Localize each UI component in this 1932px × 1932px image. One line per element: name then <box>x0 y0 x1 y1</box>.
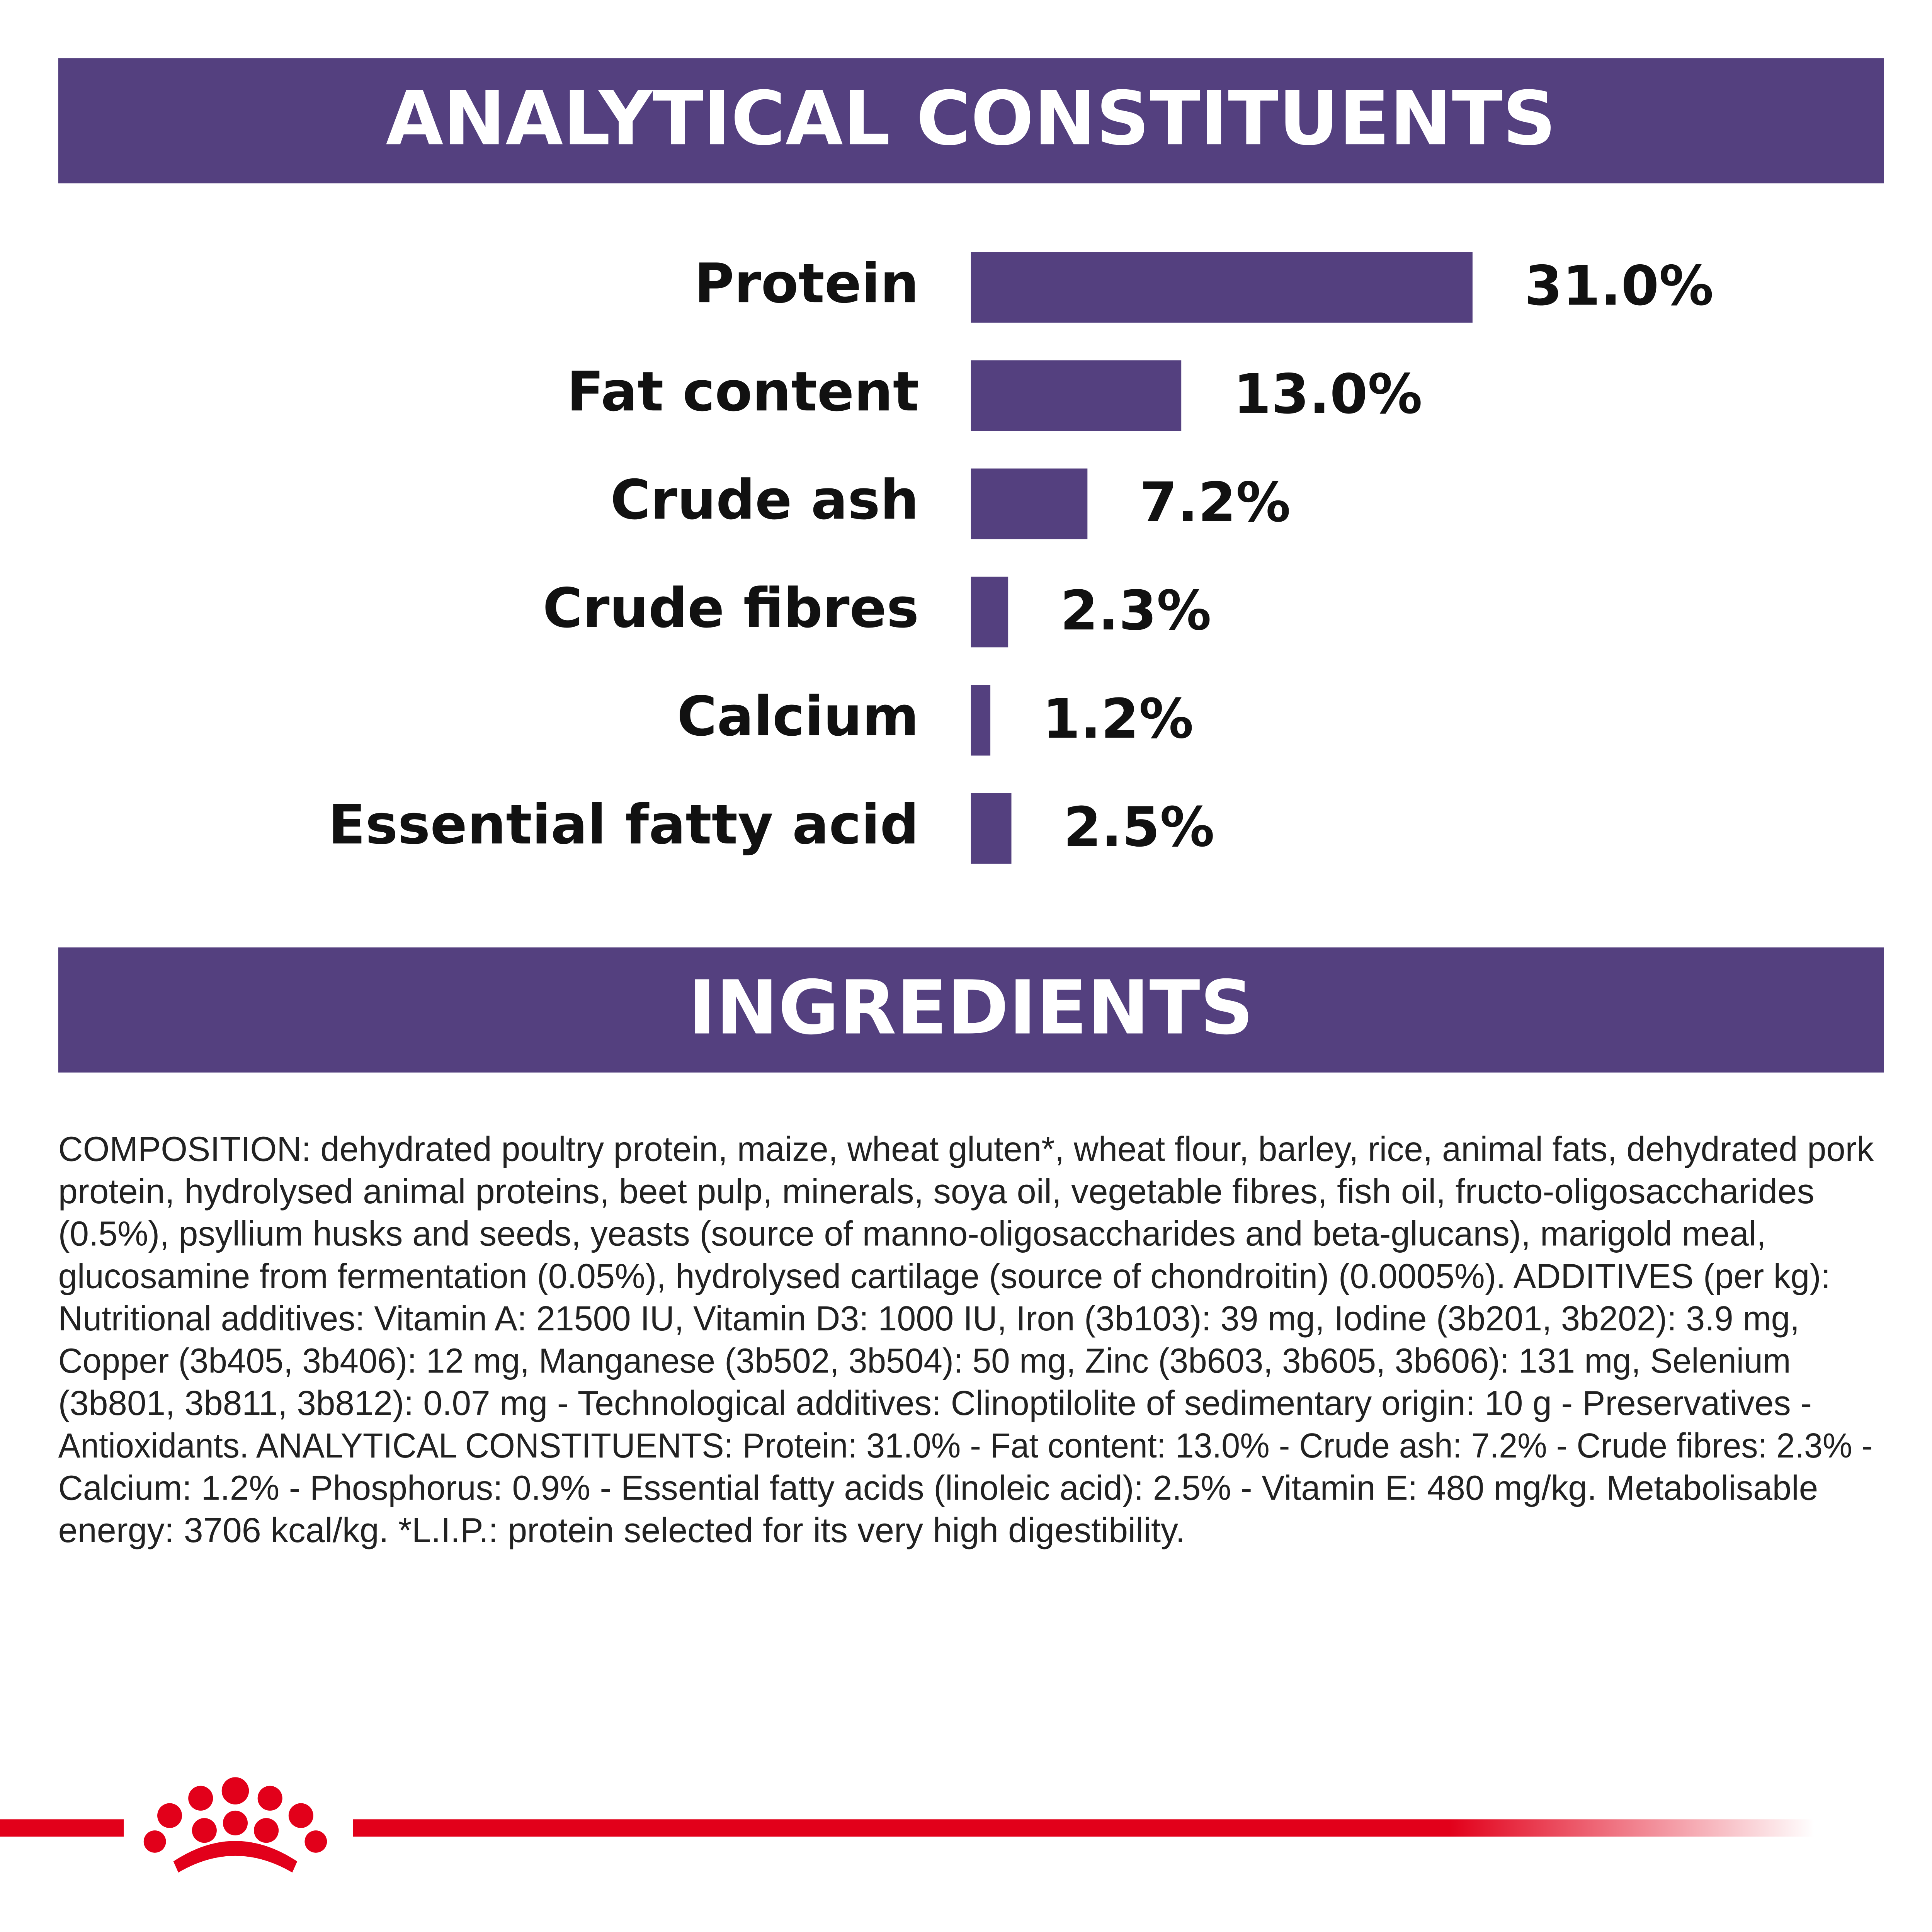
value-label: 2.3% <box>1060 579 1211 643</box>
category-label: Protein <box>694 252 919 315</box>
brand-footer <box>0 1777 1815 1873</box>
ingredients-line: (3b801, 3b811, 3b812): 0.07 mg - Technol… <box>58 1384 1812 1423</box>
ingredients-text: COMPOSITION: dehydrated poultry protein,… <box>58 1130 1874 1550</box>
bar <box>971 252 1473 323</box>
header-band <box>58 947 1884 1073</box>
ingredients-line: COMPOSITION: dehydrated poultry protein,… <box>58 1130 1874 1168</box>
bars: Protein 31.0% Fat content 13.0% Crude ash 7.2… <box>328 252 1714 864</box>
category-label: Crude fibres <box>543 577 919 640</box>
bar <box>971 577 1009 648</box>
bar <box>971 468 1088 539</box>
crown-logo <box>143 1777 327 1873</box>
bar <box>971 685 991 756</box>
value-label: 2.5% <box>1063 796 1214 859</box>
section-title: INGREDIENTS <box>688 965 1253 1051</box>
red-stripe <box>353 1819 1815 1837</box>
category-label: Crude ash <box>611 468 919 532</box>
ingredients-line: energy: 3706 kcal/kg. *L.I.P.: protein s… <box>58 1511 1185 1550</box>
red-stripe <box>0 1819 124 1837</box>
value-label: 13.0% <box>1233 363 1422 426</box>
category-label: Calcium <box>677 685 919 748</box>
value-label: 1.2% <box>1043 687 1194 751</box>
ingredients-line: Calcium: 1.2% - Phosphorus: 0.9% - Essen… <box>58 1469 1818 1507</box>
ingredients-line: (0.5%), psyllium husks and seeds, yeasts… <box>58 1215 1766 1253</box>
ingredients-line: Copper (3b405, 3b406): 12 mg, Manganese … <box>58 1342 1791 1381</box>
ingredients-line: Nutritional additives: Vitamin A: 21500 … <box>58 1299 1799 1338</box>
category-label: Fat content <box>567 360 919 423</box>
value-label: 7.2% <box>1139 471 1291 534</box>
value-label: 31.0% <box>1525 255 1714 318</box>
bar <box>971 360 1182 431</box>
ingredients-line: Antioxidants. ANALYTICAL CONSTITUENTS: P… <box>58 1427 1873 1465</box>
bar <box>971 793 1012 864</box>
ingredients-line: protein, hydrolysed animal proteins, bee… <box>58 1172 1815 1211</box>
header-band <box>58 58 1884 184</box>
category-label: Essential fatty acid <box>328 793 919 857</box>
ingredients-line: glucosamine from fermentation (0.05%), h… <box>58 1257 1831 1296</box>
chart-title: ANALYTICAL CONSTITUENTS <box>386 76 1556 162</box>
